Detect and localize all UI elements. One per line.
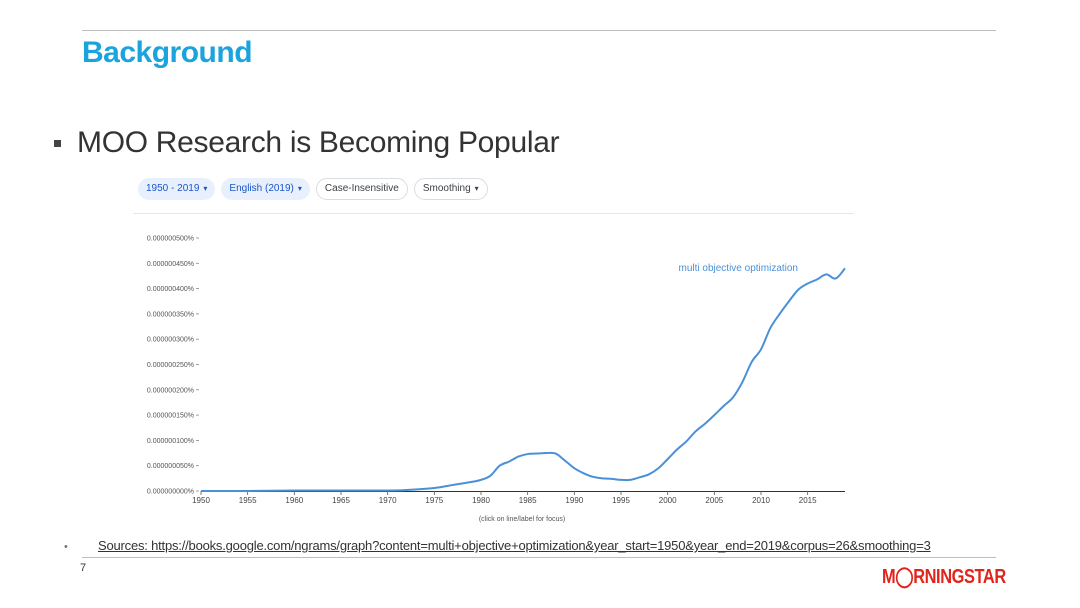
x-tick-label: 1955 xyxy=(239,496,257,505)
smoothing-dropdown[interactable]: Smoothing ▾ xyxy=(413,178,488,200)
morningstar-logo: M◯RNINGSTAR xyxy=(882,566,1006,588)
y-tick-label: 0.000000000% xyxy=(147,489,194,496)
x-tick-label: 2015 xyxy=(799,496,817,505)
caret-down-icon: ▾ xyxy=(474,184,479,193)
y-tick-label: 0.000000450% xyxy=(147,261,194,268)
x-tick-label: 2010 xyxy=(752,496,770,505)
x-tick-label: 1950 xyxy=(192,496,210,505)
caret-down-icon: ▾ xyxy=(297,184,302,193)
x-tick-label: 1965 xyxy=(332,496,350,505)
corpus-label: English (2019) xyxy=(229,183,294,194)
slide-title: Background xyxy=(82,36,253,69)
x-tick-label: 1960 xyxy=(285,496,303,505)
y-tick-label: 0.000000200% xyxy=(147,387,194,394)
y-tick-label: 0.000000100% xyxy=(147,438,194,445)
bottom-divider xyxy=(82,557,996,558)
source-link[interactable]: Sources: https://books.google.com/ngrams… xyxy=(98,538,931,553)
caret-down-icon: ▾ xyxy=(203,184,208,193)
ngram-toolbar: 1950 - 2019 ▾ English (2019) ▾ Case-Inse… xyxy=(138,178,488,200)
case-insensitive-toggle[interactable]: Case-Insensitive xyxy=(315,178,408,200)
y-tick-label: 0.000000150% xyxy=(147,413,194,420)
series-line xyxy=(200,267,846,493)
x-tick-label: 1980 xyxy=(472,496,490,505)
toolbar-divider xyxy=(133,213,854,214)
top-divider xyxy=(82,30,996,31)
x-tick-label: 2005 xyxy=(705,496,723,505)
x-tick-label: 1970 xyxy=(379,496,397,505)
x-tick-label: 1985 xyxy=(519,496,537,505)
x-tick-label: 1995 xyxy=(612,496,630,505)
y-tick-label: 0.000000250% xyxy=(147,362,194,369)
x-tick-label: 1990 xyxy=(565,496,583,505)
bullet-item: MOO Research is Becoming Popular xyxy=(54,126,560,160)
source-bullet: • xyxy=(64,541,68,553)
x-axis: 1950 1955 1960 1965 1970 1975 1980 1985 1990 1995… xyxy=(192,491,845,505)
year-range-dropdown[interactable]: 1950 - 2019 ▾ xyxy=(138,178,216,200)
y-tick-label: 0.000000500% xyxy=(147,236,194,243)
y-tick-label: 0.000000300% xyxy=(147,337,194,344)
series-group xyxy=(200,267,846,493)
y-tick-label: 0.000000400% xyxy=(147,286,194,293)
smoothing-label: Smoothing xyxy=(422,183,471,194)
x-tick-label: 1975 xyxy=(425,496,443,505)
bullet-marker xyxy=(54,139,61,147)
y-tick-label: 0.000000050% xyxy=(147,463,194,470)
corpus-dropdown[interactable]: English (2019) ▾ xyxy=(221,178,310,200)
series-label[interactable]: multi objective optimization xyxy=(679,263,799,274)
year-range-label: 1950 - 2019 xyxy=(146,183,200,194)
bullet-text: MOO Research is Becoming Popular xyxy=(77,126,560,159)
source-citation: • Sources: https://books.google.com/ngra… xyxy=(64,538,931,553)
page-number: 7 xyxy=(80,562,87,574)
chart-footnote: (click on line/label for focus) xyxy=(479,516,565,523)
y-axis: 0.000000000% 0.000000050% 0.000000100% 0.00… xyxy=(147,236,199,496)
case-label: Case-Insensitive xyxy=(324,183,399,194)
x-tick-label: 2000 xyxy=(659,496,677,505)
y-tick-label: 0.000000350% xyxy=(147,311,194,318)
